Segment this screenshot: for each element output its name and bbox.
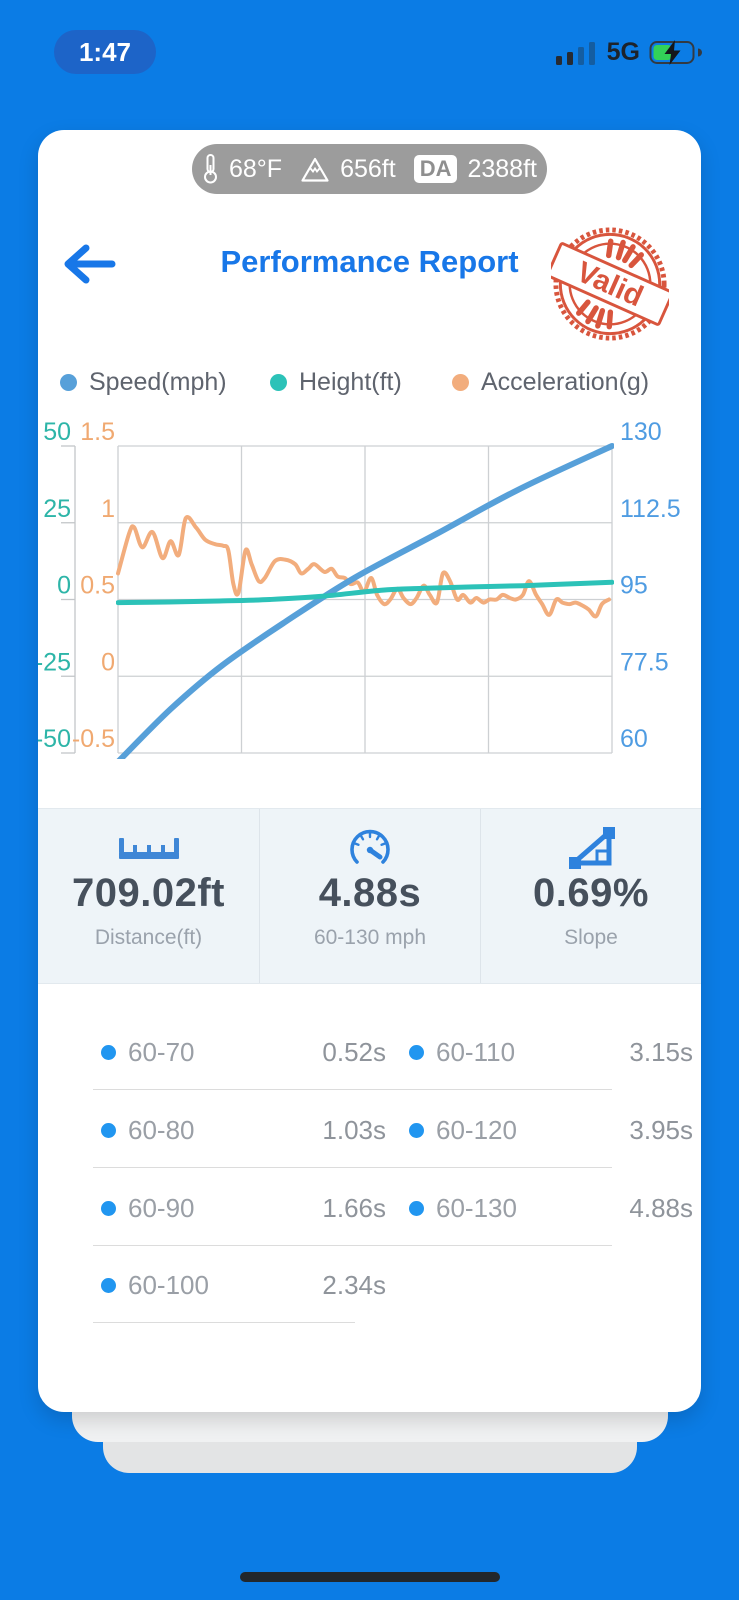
mountain-icon [301, 157, 329, 182]
speedometer-icon [350, 829, 390, 864]
split-row-60-130: 60-130 4.88s [409, 1169, 693, 1247]
svg-text:50: 50 [43, 418, 71, 446]
density-altitude-value: 2388ft [467, 154, 537, 183]
row-divider [93, 1322, 355, 1323]
thermometer-icon [204, 154, 217, 184]
row-divider [93, 1167, 612, 1168]
svg-text:-50: -50 [38, 725, 71, 753]
split-value: 2.34s [322, 1269, 386, 1300]
legend-item-height[interactable]: Height(ft) [270, 362, 402, 402]
legend-label: Acceleration(g) [481, 367, 650, 396]
split-value: 3.95s [629, 1114, 693, 1145]
height-legend-dot [270, 373, 287, 391]
split-label: 60-80 [128, 1114, 195, 1145]
split-time-value: 4.88s [318, 871, 422, 915]
report-card: 68°F 656ft DA 2388ft Performance Report [38, 130, 701, 1412]
slope-value: 0.69% [533, 871, 649, 915]
split-row-60-80: 60-80 1.03s [101, 1091, 386, 1169]
svg-text:0.5: 0.5 [80, 572, 115, 600]
temperature-value: 68°F [229, 154, 283, 183]
status-icons: 5G [555, 38, 703, 67]
row-divider [93, 1245, 612, 1246]
split-row-60-120: 60-120 3.95s [409, 1091, 693, 1169]
stat-distance: 709.02ft Distance(ft) [38, 809, 259, 983]
svg-text:25: 25 [43, 495, 71, 523]
legend-item-acceleration[interactable]: Acceleration(g) [452, 362, 649, 402]
legend-item-speed[interactable]: Speed(mph) [60, 362, 227, 402]
split-label: 60-70 [128, 1036, 195, 1067]
distance-label: Distance(ft) [94, 926, 203, 949]
svg-text:60: 60 [620, 725, 648, 753]
network-type-label: 5G [606, 38, 640, 66]
split-label: 60-120 [436, 1114, 517, 1145]
split-value: 3.15s [629, 1036, 693, 1067]
stat-slope: 0.69% Slope [480, 809, 701, 983]
blue-dot-icon [101, 1122, 116, 1138]
blue-dot-icon [409, 1122, 424, 1138]
home-indicator[interactable] [240, 1572, 500, 1582]
legend-label: Speed(mph) [89, 367, 227, 396]
split-label: 60-90 [128, 1192, 195, 1223]
legend-label: Height(ft) [299, 367, 402, 396]
cellular-signal-icon [555, 41, 595, 65]
split-label: 60-130 [436, 1192, 517, 1223]
split-value: 4.88s [629, 1192, 693, 1223]
slope-label: Slope [564, 926, 618, 949]
blue-dot-icon [101, 1200, 116, 1216]
summary-stats: 709.02ft Distance(ft) [38, 808, 701, 984]
back-button[interactable] [58, 238, 118, 290]
svg-text:0: 0 [57, 572, 71, 600]
split-label: 60-110 [436, 1036, 516, 1067]
split-row-60-100: 60-100 2.34s [101, 1246, 386, 1324]
svg-text:1.5: 1.5 [80, 418, 115, 446]
split-value: 1.03s [322, 1114, 386, 1145]
blue-dot-icon [409, 1200, 424, 1216]
speed-legend-dot [60, 373, 77, 391]
valid-stamp: Valid [551, 227, 669, 341]
battery-charging-icon [649, 40, 702, 65]
da-badge: DA [413, 155, 458, 183]
split-value: 0.52s [322, 1036, 386, 1067]
page-title: Performance Report [220, 244, 519, 279]
acceleration-legend-dot [452, 373, 469, 391]
ruler-icon [118, 838, 179, 859]
performance-line-chart[interactable]: 50 25 0 -25 -50 1.5 1 0.5 0 -0.5 130 112.5 95 77.5 60 [38, 408, 701, 780]
svg-text:77.5: 77.5 [620, 648, 669, 676]
svg-text:95: 95 [620, 572, 648, 600]
split-row-60-110: 60-110 3.15s [409, 1013, 693, 1091]
blue-dot-icon [101, 1277, 116, 1293]
blue-dot-icon [409, 1044, 424, 1060]
svg-text:130: 130 [620, 418, 662, 446]
split-time-label: 60-130 mph [313, 926, 427, 949]
chart-legend: Speed(mph) Height(ft) Acceleration(g) [38, 362, 701, 402]
svg-text:0: 0 [101, 648, 115, 676]
split-value: 1.66s [322, 1192, 386, 1223]
slope-triangle-icon [569, 827, 615, 869]
environment-pill: 68°F 656ft DA 2388ft [192, 144, 547, 194]
status-time: 1:47 [54, 30, 156, 74]
svg-text:-0.5: -0.5 [72, 725, 115, 753]
distance-value: 709.02ft [72, 871, 225, 915]
split-row-60-70: 60-70 0.52s [101, 1013, 386, 1091]
svg-text:1: 1 [101, 495, 115, 523]
blue-dot-icon [101, 1044, 116, 1060]
split-label: 60-100 [128, 1269, 209, 1300]
split-row-60-90: 60-90 1.66s [101, 1169, 386, 1247]
svg-text:112.5: 112.5 [620, 495, 681, 523]
row-divider [93, 1089, 612, 1090]
svg-text:-25: -25 [38, 648, 71, 676]
arrow-left-icon [64, 244, 116, 284]
stat-split-time: 4.88s 60-130 mph [259, 809, 480, 983]
elevation-value: 656ft [340, 154, 396, 183]
